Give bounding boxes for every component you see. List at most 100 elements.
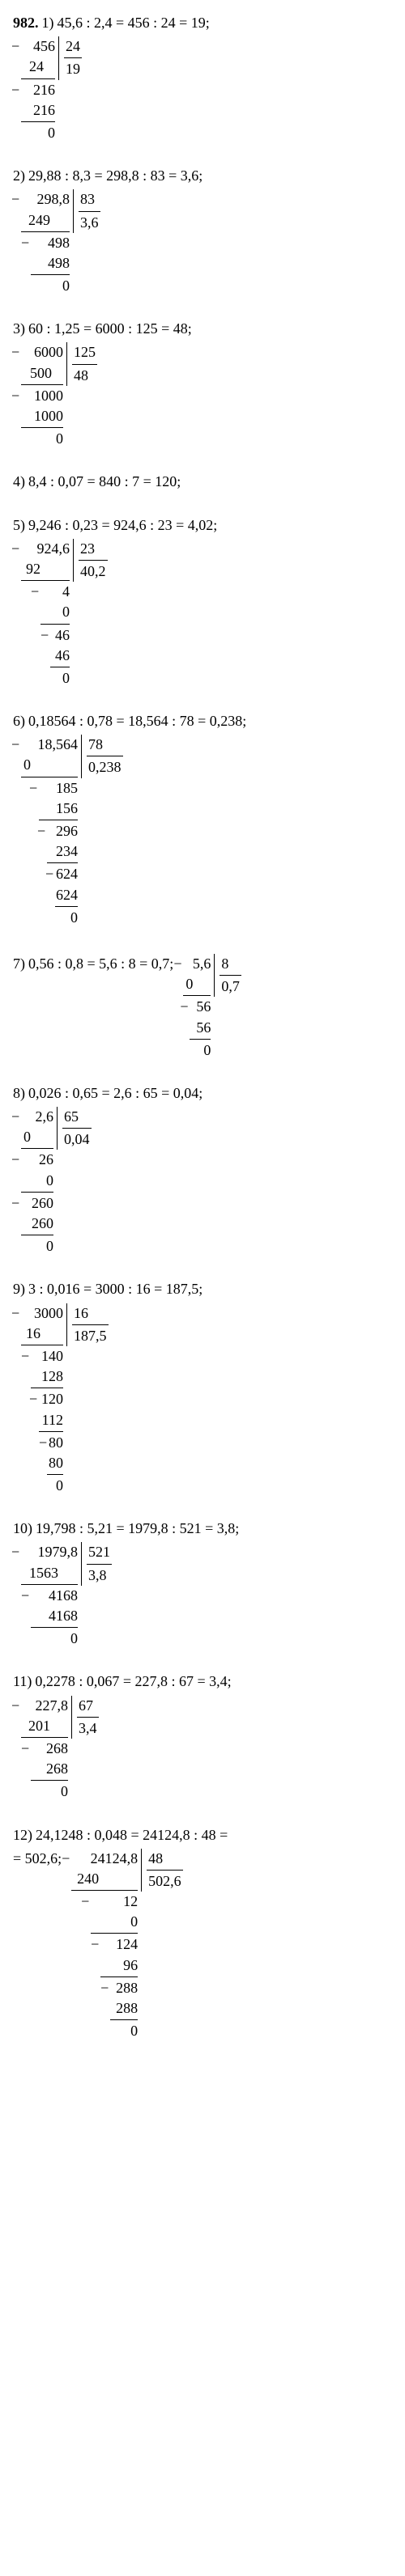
long-division: 1979,815634168416805213,8 bbox=[21, 1542, 112, 1649]
division-step: 288 bbox=[110, 1998, 138, 2019]
division-step: 4168 bbox=[31, 1606, 78, 1626]
division-step: 56 bbox=[190, 1018, 211, 1038]
problem-4: 4)8,4 : 0,07 = 840 : 7 = 120; bbox=[13, 472, 392, 492]
division-step: 4 bbox=[40, 582, 70, 602]
long-division: 227,82012682680673,4 bbox=[21, 1696, 99, 1803]
divisor: 23 bbox=[79, 539, 108, 561]
equation: 0,026 : 0,65 = 2,6 : 65 = 0,04; bbox=[28, 1083, 202, 1104]
division-step: 4168 bbox=[31, 1586, 78, 1606]
division-step: 96 bbox=[100, 1955, 138, 1976]
math-solutions: 982.1)45,6 : 2,4 = 456 : 24 = 19;4562421… bbox=[13, 13, 392, 2041]
divisor: 125 bbox=[72, 342, 97, 364]
division-step: 46 bbox=[50, 646, 70, 666]
division-step: 0 bbox=[110, 2021, 138, 2041]
division-step: 0 bbox=[21, 123, 55, 143]
division-step: 120 bbox=[39, 1389, 63, 1409]
division-step: 288 bbox=[110, 1978, 138, 1998]
problem-7: 7)0,56 : 0,8 = 5,6 : 8 = 0,7;5,605656080… bbox=[13, 951, 392, 1061]
division-step: 80 bbox=[49, 1453, 63, 1473]
quotient: 3,6 bbox=[79, 212, 100, 233]
divisor: 48 bbox=[147, 1849, 183, 1871]
division-step: 268 bbox=[31, 1759, 68, 1779]
division-step: 216 bbox=[21, 80, 55, 100]
division-step: 624 bbox=[55, 885, 78, 905]
quotient: 502,6 bbox=[147, 1871, 183, 1892]
problem-8: 8)0,026 : 0,65 = 2,6 : 65 = 0,04;2,60260… bbox=[13, 1083, 392, 1257]
division-step: 201 bbox=[28, 1716, 68, 1736]
division-step: 26 bbox=[21, 1150, 53, 1170]
equation: 0,56 : 0,8 = 5,6 : 8 = 0,7; bbox=[28, 954, 173, 974]
equation: 19,798 : 5,21 = 1979,8 : 521 = 3,8; bbox=[36, 1519, 239, 1539]
sub-number: 5) bbox=[13, 515, 25, 536]
divisor: 67 bbox=[77, 1696, 99, 1718]
divisor: 8 bbox=[220, 954, 241, 976]
division-step: 6000 bbox=[21, 342, 63, 362]
division-step: 227,8 bbox=[21, 1696, 68, 1716]
division-step: 0 bbox=[21, 429, 63, 449]
equation: 3 : 0,016 = 3000 : 16 = 187,5; bbox=[28, 1279, 202, 1299]
quotient: 40,2 bbox=[79, 561, 108, 582]
division-step: 2,6 bbox=[21, 1107, 53, 1127]
long-division: 18,56401851562962346246240780,238 bbox=[21, 735, 123, 928]
quotient: 3,8 bbox=[87, 1565, 112, 1586]
division-step: 0 bbox=[21, 1171, 53, 1191]
sub-number: 1) bbox=[42, 13, 54, 33]
division-step: 12 bbox=[91, 1892, 138, 1912]
division-step: 0 bbox=[23, 1127, 53, 1147]
quotient: 48 bbox=[72, 365, 97, 386]
division-step: 0 bbox=[190, 1040, 211, 1061]
division-step: 0 bbox=[185, 974, 211, 994]
division-step: 140 bbox=[31, 1346, 63, 1366]
division-step: 185 bbox=[39, 778, 78, 799]
division-step: 456 bbox=[21, 36, 55, 57]
division-step: 0 bbox=[31, 276, 70, 296]
problem-1: 982.1)45,6 : 2,4 = 456 : 24 = 19;4562421… bbox=[13, 13, 392, 143]
division-step: 124 bbox=[100, 1934, 138, 1955]
long-division: 3000161401281201128080016187,5 bbox=[21, 1303, 109, 1497]
division-step: 24124,8 bbox=[71, 1849, 138, 1869]
equation: 9,246 : 0,23 = 924,6 : 23 = 4,02; bbox=[28, 515, 217, 536]
problem-2: 2)29,88 : 8,3 = 298,8 : 83 = 3,6;298,824… bbox=[13, 166, 392, 296]
divisor: 24 bbox=[64, 36, 82, 58]
division-step: 624 bbox=[55, 864, 78, 884]
division-step: 0 bbox=[50, 668, 70, 688]
divisor: 16 bbox=[72, 1303, 109, 1325]
quotient: 187,5 bbox=[72, 1325, 109, 1346]
division-step: 3000 bbox=[21, 1303, 63, 1324]
division-step: 1563 bbox=[29, 1563, 78, 1583]
long-division: 298,82494984980833,6 bbox=[21, 189, 100, 296]
long-division: 24124,824012012496288288048502,6 bbox=[71, 1849, 183, 2042]
divisor: 65 bbox=[62, 1107, 92, 1129]
quotient: 0,04 bbox=[62, 1129, 92, 1150]
division-step: 0 bbox=[31, 1629, 78, 1649]
sub-number: 4) bbox=[13, 472, 25, 492]
division-step: 240 bbox=[77, 1869, 138, 1889]
problem-11: 11)0,2278 : 0,067 = 227,8 : 67 = 3,4; 227… bbox=[13, 1671, 392, 1802]
long-division: 4562421621602419 bbox=[21, 36, 82, 143]
division-step: 5,6 bbox=[183, 954, 211, 974]
equation: 0,2278 : 0,067 = 227,8 : 67 = 3,4; bbox=[35, 1671, 231, 1692]
long-division: 924,69240464602340,2 bbox=[21, 539, 108, 688]
division-step: 46 bbox=[50, 625, 70, 646]
division-step: 500 bbox=[30, 363, 63, 383]
division-step: 0 bbox=[91, 1912, 138, 1932]
division-step: 216 bbox=[21, 100, 55, 121]
sub-number: 9) bbox=[13, 1279, 25, 1299]
division-step: 128 bbox=[31, 1366, 63, 1387]
sub-number: 11) bbox=[13, 1671, 32, 1692]
equation: 0,18564 : 0,78 = 18,564 : 78 = 0,238; bbox=[28, 711, 246, 731]
division-step: 92 bbox=[26, 559, 70, 579]
division-step: 298,8 bbox=[21, 189, 70, 210]
equation: 45,6 : 2,4 = 456 : 24 = 19; bbox=[58, 13, 210, 33]
sub-number: 7) bbox=[13, 954, 25, 974]
problem-3: 3)60 : 1,25 = 6000 : 125 = 48;6000500100… bbox=[13, 319, 392, 449]
equation: 60 : 1,25 = 6000 : 125 = 48; bbox=[28, 319, 192, 339]
divisor: 521 bbox=[87, 1542, 112, 1564]
divisor: 83 bbox=[79, 189, 100, 211]
division-step: 16 bbox=[26, 1324, 63, 1344]
division-step: 112 bbox=[39, 1410, 63, 1430]
quotient: 3,4 bbox=[77, 1718, 99, 1739]
equation: 29,88 : 8,3 = 298,8 : 83 = 3,6; bbox=[28, 166, 202, 186]
division-step: 296 bbox=[47, 821, 78, 841]
division-step: 498 bbox=[31, 233, 70, 253]
